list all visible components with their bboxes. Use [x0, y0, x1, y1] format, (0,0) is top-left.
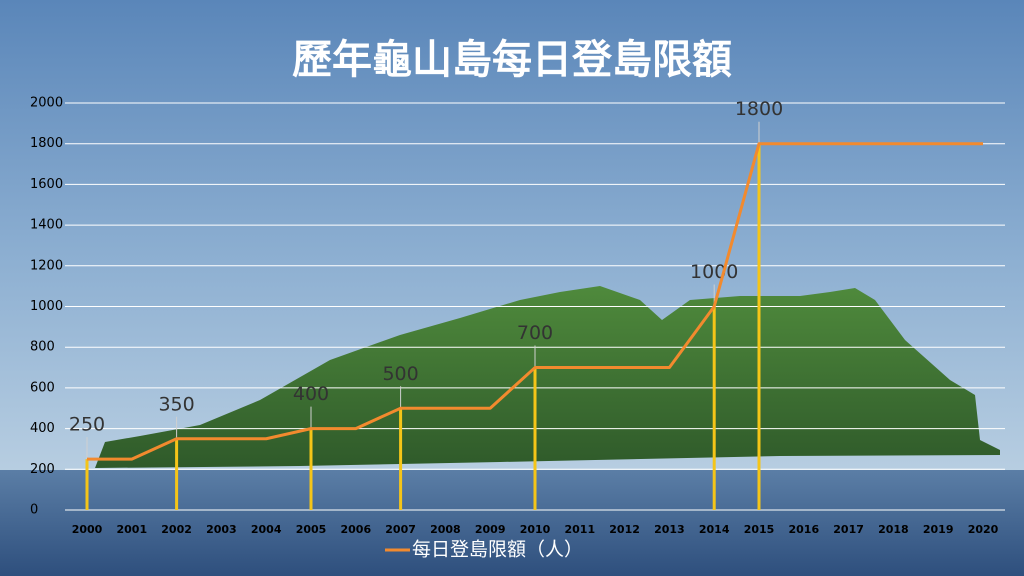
data-label: 500: [382, 363, 418, 385]
x-tick-label: 2007: [385, 523, 416, 536]
data-label: 1800: [735, 98, 783, 120]
x-tick-label: 2001: [116, 523, 147, 536]
line-series: [87, 142, 983, 461]
data-label: 400: [293, 383, 329, 405]
x-tick-label: 2015: [744, 523, 775, 536]
y-tick-label: 1800: [30, 136, 63, 151]
x-tick-label: 2005: [296, 523, 327, 536]
x-tick-label: 2003: [206, 523, 237, 536]
y-tick-label: 1000: [30, 299, 63, 314]
x-tick-label: 2010: [520, 523, 551, 536]
y-tick-label: 1200: [30, 258, 63, 273]
sea: [0, 470, 1024, 576]
data-label: 700: [517, 322, 553, 344]
data-label: 350: [158, 393, 194, 415]
x-tick-label: 2000: [72, 523, 103, 536]
x-tick-label: 2020: [968, 523, 999, 536]
y-tick-label: 1600: [30, 177, 63, 192]
y-tick-label: 1400: [30, 218, 63, 233]
x-tick-label: 2004: [251, 523, 282, 536]
x-tick-label: 2012: [609, 523, 640, 536]
x-tick-label: 2009: [475, 523, 506, 536]
legend-label: 每日登島限額（人）: [412, 539, 583, 561]
x-tick-label: 2014: [699, 523, 730, 536]
x-tick-label: 2006: [340, 523, 371, 536]
y-tick-label: 0: [30, 503, 38, 518]
y-tick-label: 2000: [30, 96, 63, 111]
y-tick-label: 800: [30, 340, 55, 355]
x-tick-label: 2017: [833, 523, 864, 536]
y-tick-label: 200: [30, 462, 55, 477]
x-tick-label: 2008: [430, 523, 461, 536]
x-tick-label: 2002: [161, 523, 192, 536]
data-label: 1000: [690, 261, 738, 283]
x-tick-label: 2013: [654, 523, 685, 536]
y-tick-label: 600: [30, 380, 55, 395]
island: [95, 286, 1000, 468]
x-tick-label: 2011: [564, 523, 595, 536]
x-tick-label: 2019: [923, 523, 954, 536]
data-label: 250: [69, 414, 105, 436]
y-tick-label: 400: [30, 421, 55, 436]
chart-title: 歷年龜山島每日登島限額: [292, 37, 732, 83]
x-tick-label: 2016: [788, 523, 819, 536]
x-tick-label: 2018: [878, 523, 909, 536]
